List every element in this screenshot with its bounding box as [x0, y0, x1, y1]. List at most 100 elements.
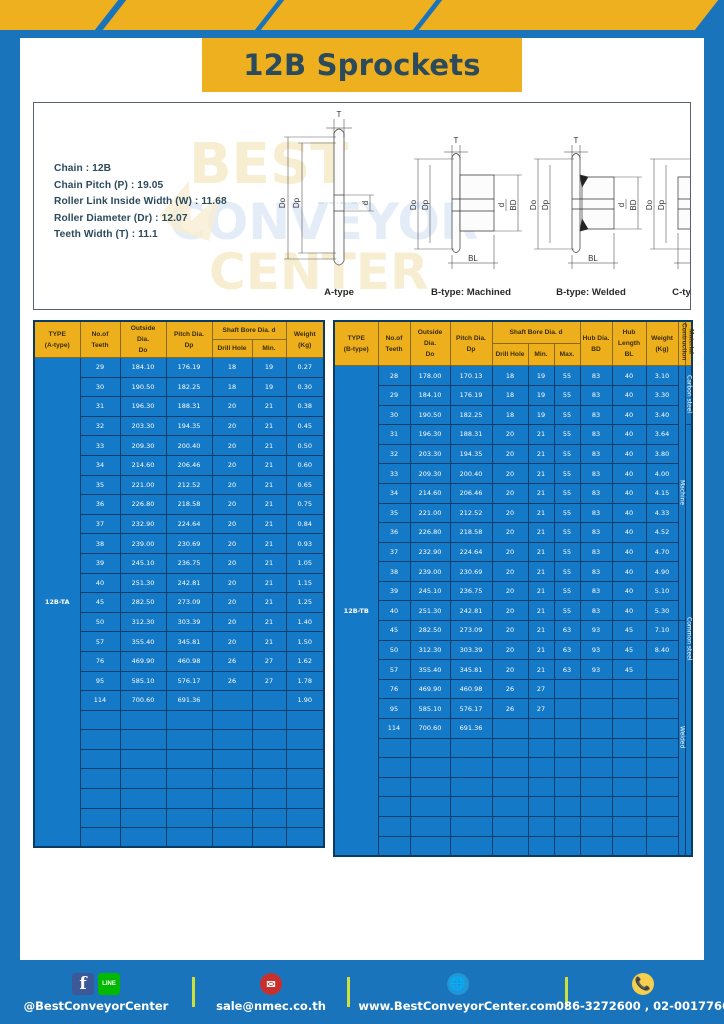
table-cell: 20: [491, 659, 529, 680]
table-row[interactable]: 114 700.60 691.36 1.90: [34, 690, 325, 711]
table-row[interactable]: 50 312.30 303.39 20 21 1.40: [34, 611, 325, 633]
table-row[interactable]: 40 251.30 242.81 20 21 1.15: [34, 572, 325, 594]
table-row[interactable]: 57 355.40 345.81 20 21 1.50: [34, 631, 325, 652]
table-cell: [79, 807, 121, 829]
table-cell: 40: [611, 404, 647, 426]
table-row[interactable]: [334, 737, 692, 759]
table-row[interactable]: 12B-TA 29 184.10 176.19 18 19 0.27: [33, 357, 325, 848]
table-cell: 30: [79, 376, 121, 398]
facebook-icon[interactable]: f: [72, 973, 94, 995]
table-row[interactable]: [334, 816, 692, 837]
table-row[interactable]: 32 203.30 194.35 20 21 55 83 40 3.80: [334, 443, 692, 465]
table-cell: 0.45: [285, 415, 325, 437]
table-row[interactable]: 45 282.50 273.09 20 21 1.25: [34, 592, 325, 613]
table-row[interactable]: 37 232.90 224.64 20 21 0.84: [34, 513, 325, 535]
table-row[interactable]: 37 232.90 224.64 20 21 55 83 40 4.70: [334, 541, 692, 563]
table-row[interactable]: [334, 757, 692, 778]
table-row[interactable]: 30 190.50 182.25 18 19 55 83 40 3.40: [334, 404, 692, 426]
table-row[interactable]: 57 355.40 345.81 20 21 63 93 45: [334, 659, 692, 680]
table-cell: 226.80: [119, 494, 167, 515]
table-row[interactable]: [34, 827, 325, 848]
footer-item-phone[interactable]: 📞 086-3272600 , 02-0017766: [556, 971, 724, 1013]
table-row[interactable]: [334, 796, 692, 818]
table-cell: 83: [579, 502, 613, 524]
table-cell: 21: [527, 424, 555, 445]
globe-icon[interactable]: 🌐: [446, 973, 469, 995]
line-icon[interactable]: LINE: [98, 973, 120, 995]
table-row[interactable]: 45 282.50 273.09 20 21 63 93 45 7.10 Welded: [334, 620, 692, 857]
table-cell: 1.40: [285, 611, 325, 633]
table-row[interactable]: [34, 729, 325, 750]
table-cell: 18: [491, 404, 529, 426]
table-row[interactable]: 12B-TB 28 178.00 170.13 18 19 55 83 40 3.10 Machin…: [333, 365, 693, 857]
table-cell: [79, 827, 121, 848]
table-cell: [645, 698, 679, 720]
table-cell: [251, 768, 287, 790]
table-cell: 55: [553, 443, 581, 465]
table-cell: [611, 757, 647, 778]
table-row[interactable]: 31 196.30 188.31 20 21 55 83 40 3.64 Common steel: [334, 424, 693, 857]
table-row[interactable]: 29 184.10 176.19 18 19 55 83 40 3.30: [334, 384, 692, 406]
table-row[interactable]: 114 700.60 691.36: [334, 718, 692, 739]
table-row[interactable]: 31 196.30 188.31 20 21 0.38: [34, 396, 325, 417]
table-cell: 576.17: [165, 670, 213, 692]
footer-divider-3: [565, 977, 568, 1007]
table-row[interactable]: 30 190.50 182.25 18 19 0.30: [34, 376, 325, 398]
table-cell: 196.30: [119, 396, 167, 417]
table-cell: [491, 718, 529, 739]
table-cell: 76: [377, 678, 411, 700]
table-row[interactable]: 33 209.30 200.40 20 21 55 83 40 4.00: [334, 463, 692, 484]
table-cell: [251, 690, 287, 711]
table-row[interactable]: 35 221.00 212.52 20 21 0.65: [34, 474, 325, 496]
table-row[interactable]: 95 585.10 576.17 26 27: [334, 698, 692, 720]
table-cell: [491, 796, 529, 818]
table-row[interactable]: [34, 807, 325, 829]
table-cell: [409, 776, 451, 798]
table-cell: 95: [79, 670, 121, 692]
table-row[interactable]: 50 312.30 303.39 20 21 63 93 45 8.40: [334, 639, 692, 661]
table-cell: [527, 737, 555, 759]
table-row[interactable]: [34, 788, 325, 809]
table-cell: 37: [377, 541, 411, 563]
phone-icon[interactable]: 📞: [632, 973, 654, 995]
table-cell: 0.65: [285, 474, 325, 496]
table-row[interactable]: 32 203.30 194.35 20 21 0.45: [34, 415, 325, 437]
table-row[interactable]: 36 226.80 218.58 20 21 0.75: [34, 494, 325, 515]
footer-divider-2: [347, 977, 350, 1007]
table-cell: 21: [251, 631, 287, 652]
footer-item-website[interactable]: 🌐 www.BestConveyorCenter.com: [350, 971, 565, 1013]
table-cell: 18: [491, 384, 529, 406]
table-row[interactable]: 40 251.30 242.81 20 21 55 83 40 5.30: [334, 600, 692, 622]
footer-item-social[interactable]: f LINE @BestConveyorCenter: [0, 971, 192, 1013]
table-row[interactable]: 34 214.60 206.46 20 21 0.60: [34, 454, 325, 476]
table-row[interactable]: [34, 748, 325, 770]
table-cell: 194.35: [449, 443, 493, 465]
table-cell: 242.81: [165, 572, 213, 594]
table-row[interactable]: 38 239.00 230.69 20 21 55 83 40 4.90: [334, 561, 692, 582]
table-cell: 4.52: [645, 522, 679, 543]
table-cell: 190.50: [409, 404, 451, 426]
table-row[interactable]: [34, 709, 325, 731]
table-cell: [211, 690, 253, 711]
table-row[interactable]: 39 245.10 236.75 20 21 55 83 40 5.10: [334, 580, 692, 602]
email-icon[interactable]: ✉: [260, 973, 282, 995]
table-cell: 19: [527, 365, 555, 386]
table-row[interactable]: [34, 768, 325, 790]
table-row[interactable]: 76 469.90 460.98 26 27: [334, 678, 692, 700]
table-cell: [409, 835, 451, 857]
table-row[interactable]: [334, 776, 692, 798]
svg-text:Dp: Dp: [421, 199, 430, 210]
table-row[interactable]: 39 245.10 236.75 20 21 1.05: [34, 552, 325, 574]
table-row[interactable]: 36 226.80 218.58 20 21 55 83 40 4.52: [334, 522, 692, 543]
table-row[interactable]: 34 214.60 206.46 20 21 55 83 40 4.15: [334, 482, 692, 504]
diagram-c-welded: Do Dp d BD T BL: [645, 158, 690, 269]
footer-item-email[interactable]: ✉ sale@nmec.co.th: [195, 971, 347, 1013]
table-row[interactable]: 35 221.00 212.52 20 21 55 83 40 4.33: [334, 502, 692, 524]
table-row[interactable]: 76 469.90 460.98 26 27 1.62: [34, 650, 325, 672]
table-cell: [251, 748, 287, 770]
table-b-header-row-2: Drill Hole Min. Max.: [334, 343, 692, 367]
table-row[interactable]: 33 209.30 200.40 20 21 0.50: [34, 435, 325, 456]
diagram-caption-c-welded: C-type: Welded: [672, 287, 691, 298]
table-row[interactable]: 95 585.10 576.17 26 27 1.78: [34, 670, 325, 692]
table-row[interactable]: [334, 835, 692, 857]
